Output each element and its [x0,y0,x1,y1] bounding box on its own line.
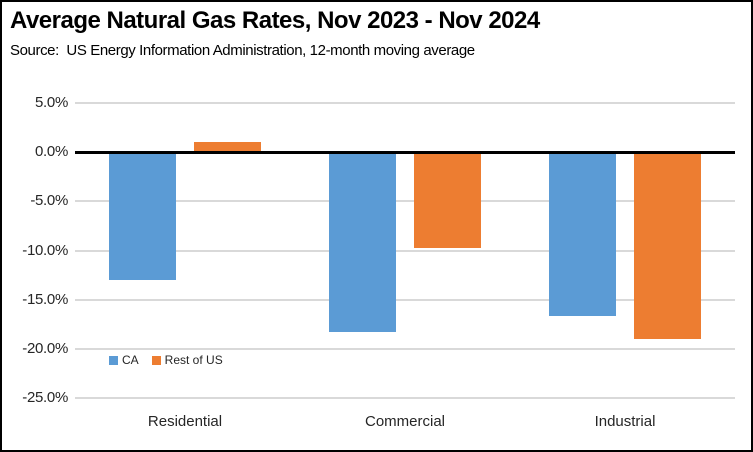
gridline [75,249,735,252]
y-tick-label: -15.0% [22,290,68,308]
y-tick-label: -25.0% [22,389,68,406]
legend: CA Rest of US [109,353,223,367]
y-tick-label: -10.0% [22,241,68,259]
bar-ca-residential [109,152,176,280]
bar-ca-commercial [329,152,396,333]
gridline [75,102,735,104]
bar-rest-of-us-industrial [634,152,701,339]
gridline [75,347,735,350]
gridline [75,200,735,203]
legend-swatch-ca-icon [109,355,118,365]
legend-item-ca: CA [109,353,139,367]
bar-rest-of-us-residential [194,142,261,153]
gridline [75,298,735,301]
zero-axis-line [75,150,735,154]
bar-ca-industrial [549,152,616,317]
legend-label-ca: CA [122,353,139,367]
y-tick-label: 5.0% [35,94,68,111]
gridline [75,397,735,399]
legend-swatch-rest-of-us-icon [151,355,161,365]
x-category-label-residential: Residential [147,413,223,430]
chart-title: Average Natural Gas Rates, Nov 2023 - No… [10,7,540,34]
y-tick-label: -5.0% [30,192,68,210]
bar-rest-of-us-commercial [414,152,481,248]
x-category-label-commercial: Commercial [364,413,445,430]
x-category-label-industrial: Industrial [594,413,656,430]
y-tick-label: -20.0% [22,339,68,357]
chart-subtitle: Source: US Energy Information Administra… [10,42,475,59]
y-tick-label: 0.0% [35,143,68,161]
legend-label-rest-of-us: Rest of US [164,353,223,367]
legend-item-rest-of-us: Rest of US [151,353,223,367]
